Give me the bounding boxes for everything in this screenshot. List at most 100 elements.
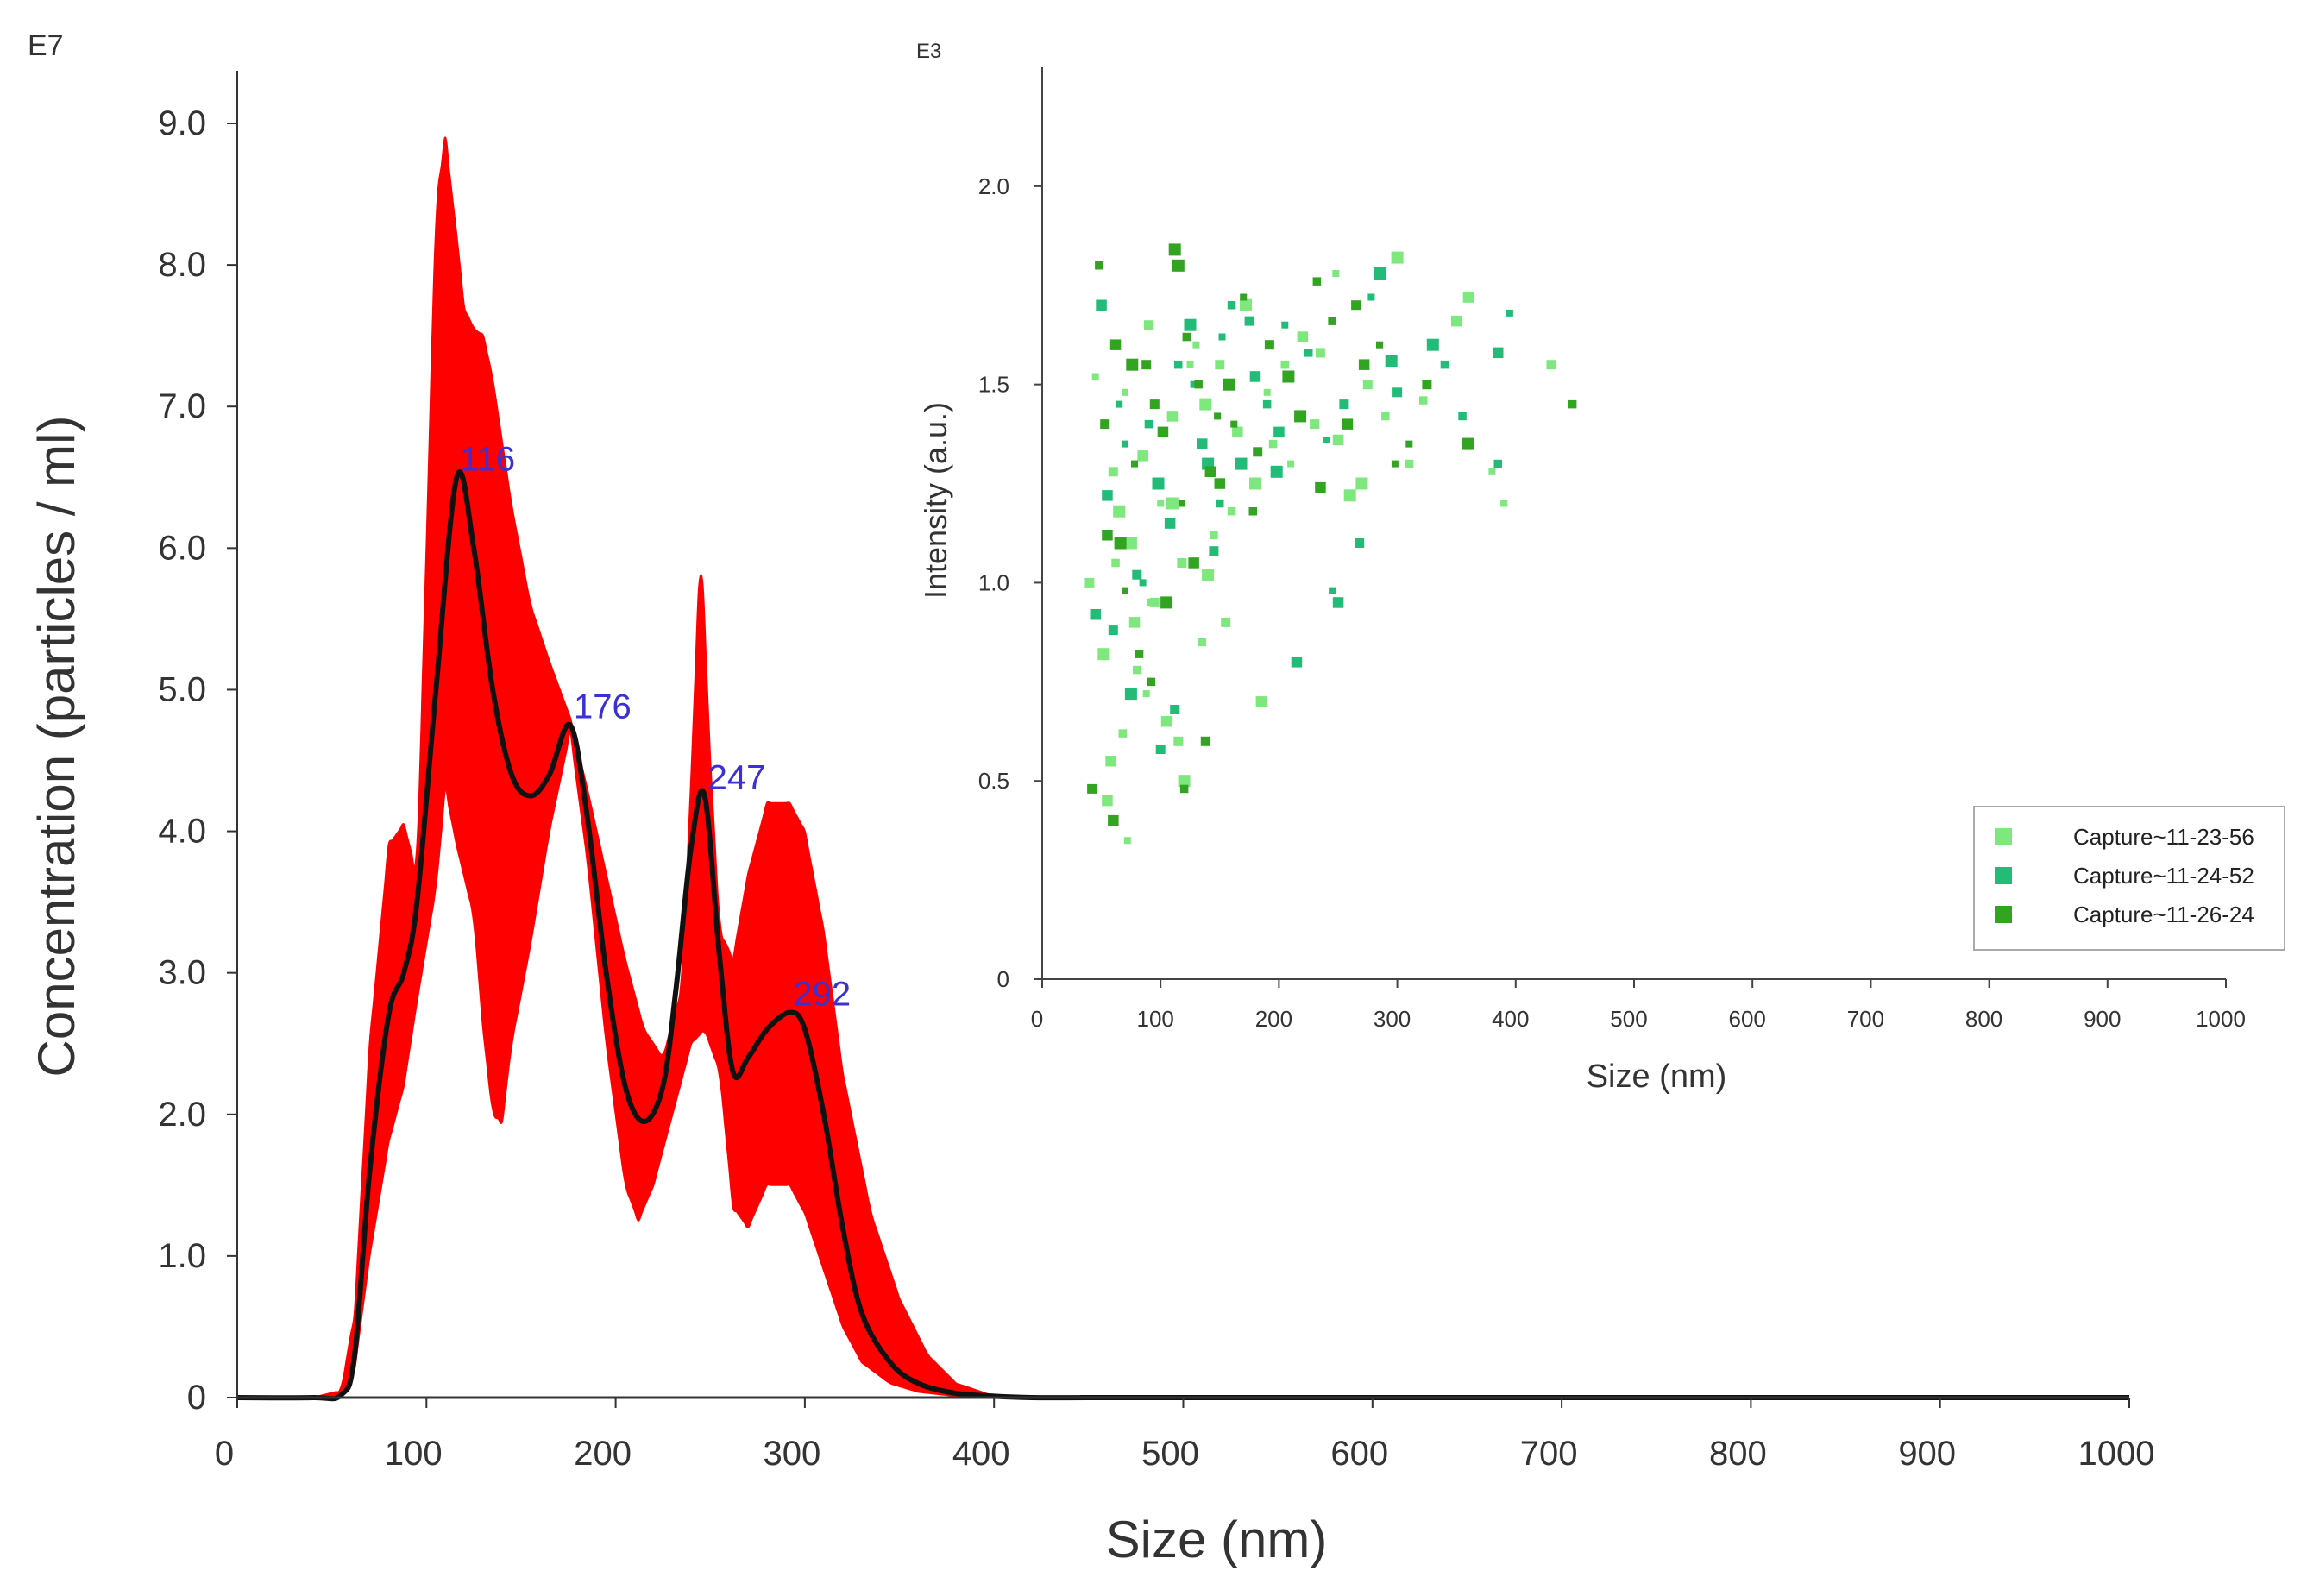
inset-y-exponent-label: E3: [916, 40, 941, 63]
main-y-tick-label: 3.0: [158, 954, 206, 992]
scatter-point: [1221, 617, 1231, 627]
scatter-point: [1223, 378, 1235, 391]
inset-scatter-chart: E3 0 0.5 1.0 1.5 2.0 0 100 200 300 400 500 600 700 8…: [916, 40, 2285, 1095]
scatter-point: [1405, 440, 1413, 448]
scatter-point: [1332, 270, 1340, 277]
scatter-point: [1124, 537, 1137, 550]
scatter-point: [1149, 597, 1160, 607]
inset-x-tick-label: 0: [1031, 1006, 1043, 1032]
scatter-point: [1184, 318, 1197, 331]
scatter-point: [1157, 500, 1165, 507]
main-x-tick-label: 600: [1330, 1435, 1388, 1473]
scatter-point: [1291, 657, 1303, 668]
scatter-point: [1568, 399, 1577, 409]
scatter-point: [1332, 434, 1344, 446]
scatter-point: [1157, 426, 1169, 438]
main-x-tick-label: 900: [1898, 1435, 1956, 1473]
scatter-point: [1405, 459, 1414, 468]
scatter-point: [1160, 596, 1173, 609]
main-y-tick-label: 2.0: [158, 1096, 206, 1134]
scatter-point: [1240, 298, 1252, 311]
scatter-point: [1084, 577, 1095, 588]
scatter-point: [1173, 736, 1184, 746]
scatter-point: [1458, 412, 1467, 421]
main-x-tick-label: 0: [215, 1435, 234, 1473]
scatter-point: [1137, 450, 1148, 462]
scatter-point: [1462, 437, 1474, 450]
scatter-point: [1462, 292, 1474, 303]
scatter-point: [1170, 705, 1180, 714]
scatter-point: [1178, 500, 1185, 507]
scatter-point: [1144, 419, 1154, 429]
scatter-point: [1351, 300, 1361, 311]
scatter-point: [1172, 259, 1185, 272]
scatter-point: [1133, 665, 1141, 675]
scatter-point: [1095, 261, 1103, 270]
scatter-point: [1230, 420, 1238, 428]
main-y-axis-title: Concentration (particles / ml): [28, 416, 85, 1078]
scatter-point: [1097, 648, 1110, 661]
main-y-ticks: 0 1.0 2.0 3.0 4.0 5.0 6.0 7.0 8.0 9.0: [158, 104, 237, 1417]
scatter-point: [1102, 490, 1113, 501]
scatter-point: [1113, 505, 1126, 518]
main-x-axis-title: Size (nm): [1106, 1511, 1328, 1568]
main-y-tick-label: 1.0: [158, 1237, 206, 1275]
mean-line: [236, 469, 2129, 1402]
inset-x-tick-label: 100: [1137, 1006, 1174, 1032]
scatter-point: [1152, 477, 1165, 490]
scatter-point: [1135, 650, 1144, 658]
main-x-tick-label: 1000: [2078, 1435, 2155, 1473]
scatter-point: [1367, 293, 1375, 301]
scatter-point: [1281, 321, 1289, 329]
scatter-point: [1194, 380, 1203, 389]
legend-label-2: Capture~11-24-52: [2073, 863, 2254, 889]
scatter-point: [1374, 267, 1386, 280]
main-x-tick-label: 700: [1520, 1435, 1578, 1473]
main-y-tick-label: 8.0: [158, 246, 206, 284]
scatter-point: [1174, 360, 1183, 369]
scatter-point: [1168, 243, 1181, 256]
confidence-band-area: [237, 136, 2129, 1399]
scatter-point: [1506, 309, 1513, 317]
inset-x-tick-label: 800: [1965, 1006, 2002, 1032]
main-x-ticks: 0 100 200 300 400 500 600 700 800 900 1000: [215, 1398, 2155, 1473]
scatter-point: [1160, 716, 1172, 727]
scatter-point: [1328, 317, 1336, 325]
inset-x-tick-label: 900: [2084, 1006, 2121, 1032]
scatter-point: [1232, 426, 1243, 438]
scatter-point: [1141, 360, 1152, 370]
scatter-point: [1339, 399, 1349, 410]
scatter-point: [1287, 460, 1295, 468]
main-y-tick-label: 9.0: [158, 104, 206, 142]
scatter-point: [1155, 745, 1166, 754]
scatter-point: [1188, 557, 1199, 569]
scatter-point: [1209, 546, 1219, 556]
scatter-point: [1179, 784, 1189, 794]
scatter-point: [1177, 558, 1187, 568]
scatter-point: [1197, 438, 1208, 449]
legend-label-1: Capture~11-23-56: [2073, 824, 2254, 850]
main-peak-labels: 116 176 247 292: [460, 440, 851, 1013]
main-x-tick-label: 400: [952, 1435, 1010, 1473]
main-x-tick-label: 100: [385, 1435, 443, 1473]
scatter-point: [1362, 380, 1373, 390]
scatter-point: [1358, 359, 1370, 370]
scatter-point: [1116, 400, 1123, 408]
main-chart: E7 0 1.0 2.0 3.0 4.0 5.0 6.0 7.0 8.0 9.0 0 100 200 3…: [28, 29, 2154, 1568]
scatter-point: [1280, 360, 1289, 369]
scatter-point: [1147, 677, 1155, 687]
scatter-point: [1240, 293, 1248, 301]
scatter-point: [1124, 688, 1137, 701]
scatter-point: [1235, 457, 1248, 470]
scatter-point: [1385, 355, 1398, 368]
scatter-point: [1244, 316, 1254, 326]
scatter-point: [1182, 332, 1191, 342]
legend-label-3: Capture~11-26-24: [2073, 902, 2254, 927]
inset-y-tick-label: 1.0: [978, 569, 1009, 595]
scatter-point: [1118, 729, 1127, 738]
scatter-point: [1122, 587, 1128, 594]
scatter-point: [1312, 277, 1322, 286]
scatter-point: [1126, 358, 1139, 371]
scatter-point: [1128, 617, 1141, 628]
